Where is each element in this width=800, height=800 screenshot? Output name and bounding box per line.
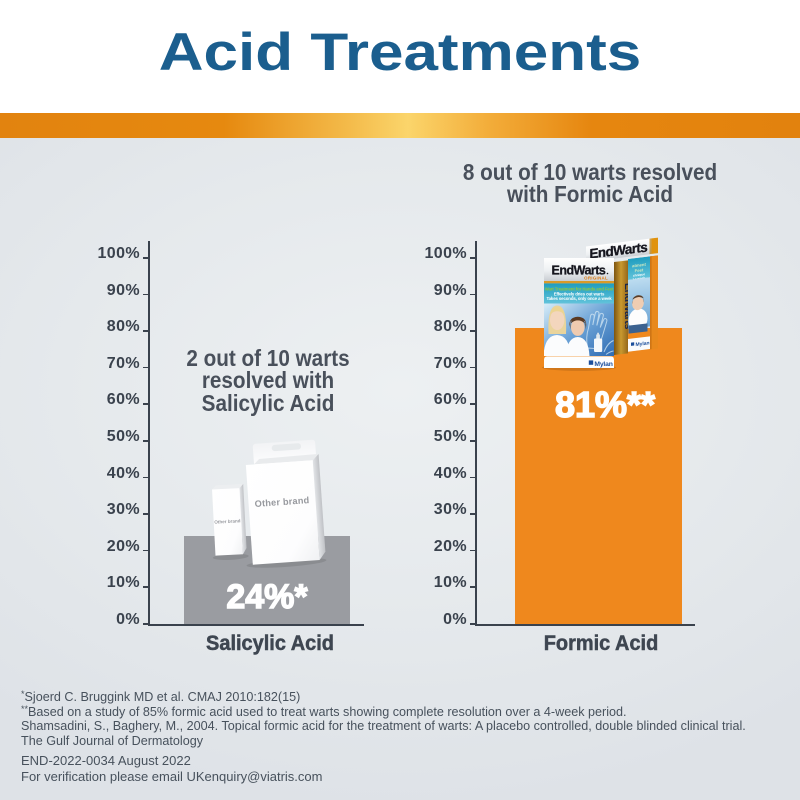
svg-text:ORIGINAL: ORIGINAL (584, 275, 608, 280)
svg-text:Feet: Feet (635, 267, 644, 273)
svg-text:EndWarts: EndWarts (552, 264, 606, 278)
svg-text:Other brand: Other brand (254, 495, 309, 509)
svg-text:EndWarts: EndWarts (590, 240, 648, 262)
svg-text:atment: atment (632, 262, 646, 269)
svg-text:t a week: t a week (633, 276, 646, 282)
svg-text:Takes seconds, only once a wee: Takes seconds, only once a week (546, 296, 612, 301)
svg-text:Mylan: Mylan (594, 361, 612, 368)
svg-text:Other brand: Other brand (214, 518, 241, 524)
svg-text:Wart Treatment for Hands and F: Wart Treatment for Hands and Feet (545, 286, 614, 291)
svg-text:EndWarts: EndWarts (622, 282, 634, 330)
svg-text:Mylan: Mylan (636, 340, 650, 348)
svg-text:Effectively dries out warts: Effectively dries out warts (554, 292, 605, 297)
svg-text:chnique: chnique (633, 272, 645, 278)
